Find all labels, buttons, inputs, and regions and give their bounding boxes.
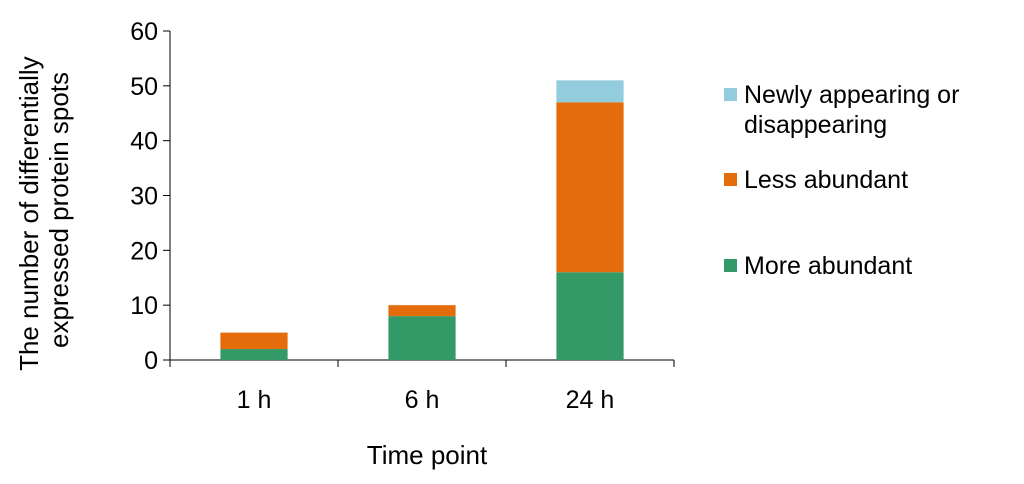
legend-label-line: More abundant	[744, 252, 912, 280]
x-category-label: 24 h	[566, 386, 615, 414]
y-axis-title-line-2: expressed protein spots	[44, 72, 74, 348]
x-category-label: 6 h	[405, 386, 440, 414]
bar-segment-more-abundant-24h	[556, 272, 624, 360]
bar-segment-less-abundant-1h	[220, 332, 288, 350]
bar-segment-more-abundant-1h	[220, 349, 288, 360]
y-tick-label: 60	[130, 18, 158, 46]
y-tick-label: 20	[130, 237, 158, 265]
bar-segment-newly-appearing-or-disappearing-24h	[556, 80, 624, 103]
legend: Newly appearing or disappearing Less abund…	[724, 81, 959, 280]
legend-label-line: Newly appearing or	[744, 81, 959, 109]
legend-label-line: disappearing	[744, 111, 887, 139]
x-axis-title: Time point	[367, 440, 488, 470]
legend-label-line: Less abundant	[744, 166, 908, 194]
legend-label: Less abundant	[744, 166, 908, 194]
legend-item-newly-appearing-or-disappearing: Newly appearing or disappearing	[724, 81, 959, 139]
bar-segment-less-abundant-6h	[388, 305, 456, 317]
y-axis-title-line-1: The number of differentially	[14, 56, 44, 371]
y-tick-label: 50	[130, 73, 158, 101]
legend-item-more-abundant: More abundant	[724, 252, 912, 280]
legend-label: More abundant	[744, 252, 912, 280]
bar-segment-less-abundant-24h	[556, 102, 624, 273]
y-tick-label: 40	[130, 128, 158, 156]
y-tick-label: 10	[130, 292, 158, 320]
x-axis: 1 h 6 h 24 h	[169, 359, 675, 414]
legend-swatch	[724, 88, 737, 101]
bars	[220, 80, 624, 360]
y-tick-label: 30	[130, 183, 158, 211]
y-tick-label: 0	[144, 347, 158, 375]
y-axis-title: The number of differentially expressed p…	[14, 49, 74, 371]
legend-swatch	[724, 173, 737, 186]
legend-swatch	[724, 259, 737, 272]
x-category-label: 1 h	[237, 386, 272, 414]
bar-segment-more-abundant-6h	[388, 316, 456, 360]
y-axis: 0 10 20 30 40 50 60	[130, 18, 171, 375]
legend-item-less-abundant: Less abundant	[724, 166, 908, 194]
legend-label: Newly appearing or disappearing	[744, 81, 959, 139]
